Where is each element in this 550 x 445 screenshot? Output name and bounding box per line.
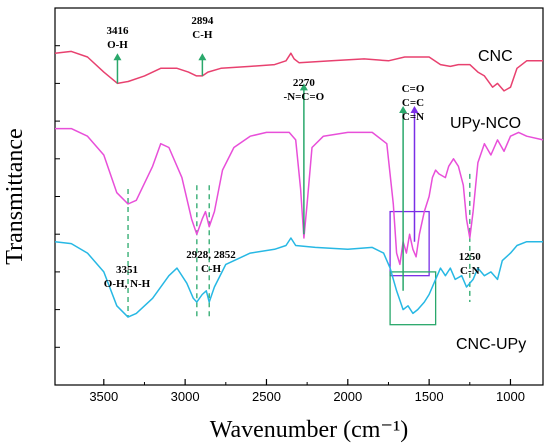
annotation-text: C-H xyxy=(201,263,222,275)
series-labels: CNC UPy-NCO CNC-UPy xyxy=(450,48,526,353)
annotation-arrow-head xyxy=(410,106,419,114)
x-tick-label: 1500 xyxy=(415,389,444,404)
series-lines xyxy=(54,50,544,318)
x-tick-label: 3500 xyxy=(89,389,118,404)
annotation-text: 2894 xyxy=(191,15,214,27)
annotation-text: 2270 xyxy=(293,77,316,89)
x-axis-title: Wavenumber (cm⁻¹) xyxy=(210,417,409,443)
annotation-text: C=C xyxy=(402,97,424,109)
annotation-arrows xyxy=(113,53,419,291)
y-ticks xyxy=(55,7,60,386)
series-label: CNC-UPy xyxy=(456,336,526,353)
dashed-guides xyxy=(127,173,471,318)
x-tick-label: 3000 xyxy=(171,389,200,404)
annotation-arrow-head xyxy=(113,53,122,61)
annotation-text: 2928, 2852 xyxy=(186,249,236,261)
annotation-text: O-H, N-H xyxy=(104,278,151,290)
y-axis-title: Transmittance xyxy=(2,128,28,264)
annotation-text: -N=C=O xyxy=(284,91,325,103)
series-label: UPy-NCO xyxy=(450,115,521,132)
x-tick-label: 2500 xyxy=(252,389,281,404)
series-line-cnc-upy xyxy=(54,237,543,318)
annotation-arrow-head xyxy=(299,83,308,91)
x-ticks: 3500 3000 2500 2000 1500 1000 xyxy=(89,379,525,404)
annotation-labels: 3416 O-H 2894 C-H 2270 -N=C=O C=O C=C C=N 3351 O-H… xyxy=(104,15,481,290)
annotation-text: C-H xyxy=(192,29,213,41)
highlight-box xyxy=(389,210,430,277)
highlight-box xyxy=(389,271,437,326)
annotation-text: 1250 xyxy=(459,251,482,263)
annotation-arrow-head xyxy=(198,53,207,61)
highlight-boxes xyxy=(389,210,437,326)
series-line-upy-nco xyxy=(55,127,544,266)
annotation-text: 3351 xyxy=(116,264,138,276)
annotation-text: C=O xyxy=(402,83,425,95)
x-tick-label: 2000 xyxy=(333,389,362,404)
annotation-text: O-H xyxy=(107,39,128,51)
x-tick-label: 1000 xyxy=(496,389,525,404)
series-line-cnc xyxy=(54,50,543,92)
annotation-text: C-N xyxy=(460,265,480,277)
annotation-text: 3416 xyxy=(106,25,129,37)
plot-area: 3500 3000 2500 2000 1500 1000 xyxy=(54,7,544,404)
annotation-text: C=N xyxy=(402,111,424,123)
annotation-arrow-head xyxy=(399,106,408,114)
series-label: CNC xyxy=(478,48,513,65)
